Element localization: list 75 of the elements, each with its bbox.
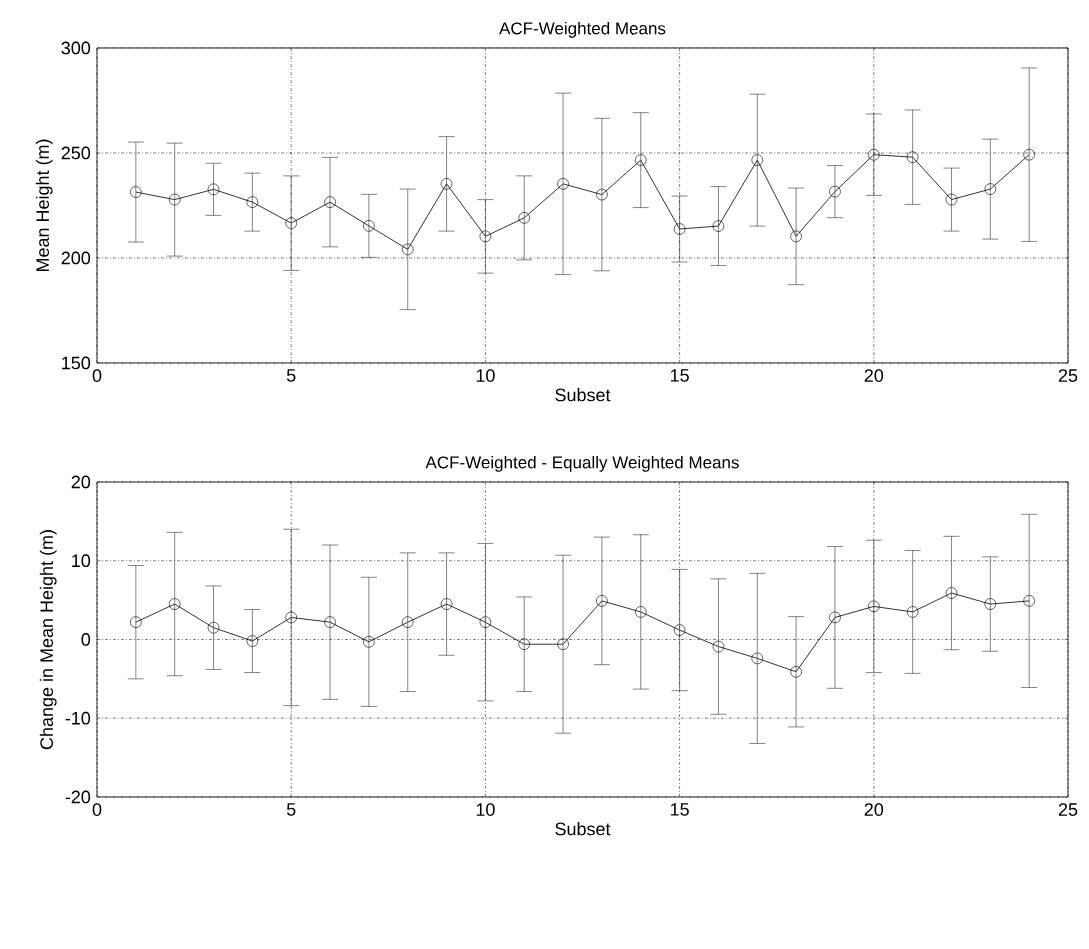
y-tick-label: 150: [62, 356, 91, 370]
chart-title: ACF-Weighted Means: [499, 21, 666, 38]
point: [945, 587, 958, 599]
point: [596, 595, 608, 607]
x-tick-label: 0: [92, 369, 102, 382]
point: [751, 154, 764, 166]
y-tick-label: 250: [61, 146, 91, 160]
point: [673, 223, 686, 235]
point: [246, 635, 259, 647]
point: [285, 611, 298, 624]
point: [168, 598, 181, 610]
point: [984, 183, 997, 195]
point: [906, 606, 919, 618]
point: [246, 196, 259, 208]
y-tick-label: 20: [71, 475, 91, 489]
point: [130, 186, 142, 198]
point: [634, 606, 647, 618]
point: [673, 624, 686, 636]
y-axis-title: Change in Mean Height (m): [39, 530, 57, 750]
point: [596, 188, 608, 201]
point: [168, 193, 181, 206]
point: [790, 230, 802, 243]
x-tick-label: 5: [286, 369, 296, 382]
point: [479, 230, 492, 243]
point: [751, 652, 764, 665]
y-tick-label: -10: [65, 711, 91, 725]
point: [634, 154, 647, 166]
point: [557, 178, 569, 190]
point: [518, 638, 531, 651]
point: [440, 598, 453, 610]
point: [945, 193, 958, 206]
y-tick-label: 300: [61, 41, 91, 55]
point: [790, 665, 802, 678]
point: [984, 598, 997, 610]
y-tick-label: -20: [65, 790, 91, 804]
point: [712, 640, 725, 653]
y-tick-label: 200: [61, 251, 91, 265]
x-tick-label: 25: [1058, 803, 1078, 816]
x-axis-title: Subset: [555, 822, 611, 836]
point: [285, 217, 298, 229]
x-tick-label: 15: [670, 369, 689, 382]
x-tick-label: 5: [286, 803, 296, 816]
point: [363, 220, 375, 232]
point: [130, 616, 142, 628]
point: [401, 243, 414, 256]
x-tick-label: 15: [670, 803, 689, 816]
x-tick-label: 10: [476, 803, 495, 816]
point: [324, 196, 336, 208]
point: [401, 616, 414, 628]
point: [324, 616, 336, 628]
point: [829, 185, 841, 198]
x-tick-label: 25: [1058, 369, 1078, 382]
point: [207, 183, 220, 196]
point: [207, 621, 220, 634]
x-tick-label: 20: [864, 803, 884, 816]
point: [712, 220, 725, 232]
point: [440, 178, 453, 190]
point: [479, 616, 492, 628]
x-tick-label: 0: [92, 803, 102, 816]
point: [557, 638, 569, 651]
point: [868, 600, 880, 613]
x-tick-label: 20: [864, 369, 884, 382]
y-axis-title: Mean Height (m): [35, 139, 53, 272]
point: [868, 148, 880, 161]
point: [1023, 595, 1035, 607]
point: [829, 611, 841, 624]
point: [1023, 148, 1035, 161]
point: [363, 636, 375, 648]
y-tick-label: 10: [72, 554, 91, 568]
point: [518, 212, 531, 224]
x-axis-title: Subset: [555, 388, 611, 402]
x-tick-label: 10: [476, 369, 495, 382]
y-tick-label: 0: [81, 633, 91, 646]
chart-title: ACF-Weighted - Equally Weighted Means: [425, 455, 739, 472]
point: [906, 151, 919, 163]
